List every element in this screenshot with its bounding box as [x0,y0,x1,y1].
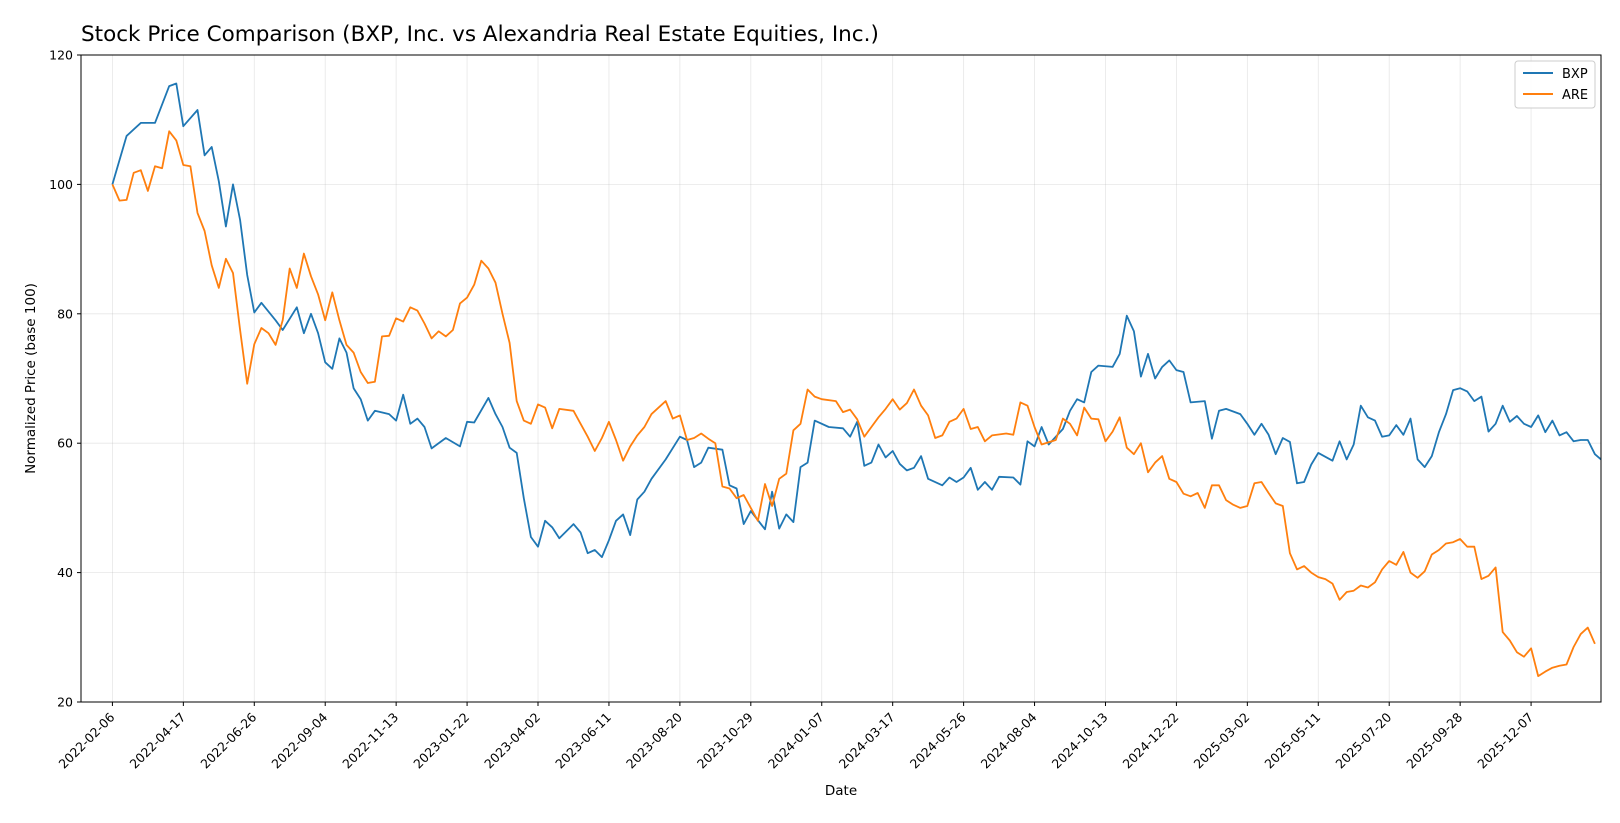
x-tick-label: 2022-04-17 [126,710,188,772]
x-tick-label: 2024-08-04 [978,709,1040,771]
y-tick-label: 80 [57,306,73,321]
legend-label-bxp: BXP [1562,67,1588,82]
y-axis: 20 40 60 80 100 120 [49,48,81,710]
x-tick-label: 2022-11-13 [339,710,401,772]
x-tick-label: 2022-09-04 [268,709,330,771]
y-tick-label: 120 [49,48,73,63]
series-lines [111,82,1602,677]
x-tick-label: 2025-03-02 [1190,710,1252,772]
x-tick-label: 2023-04-02 [481,710,543,772]
series-line-are [111,130,1596,677]
x-tick-label: 2025-05-11 [1261,710,1323,772]
y-axis-title: Normalized Price (base 100) [23,283,39,474]
x-tick-label: 2024-12-22 [1120,710,1182,772]
y-tick-label: 100 [49,177,73,192]
grid-lines [81,54,1601,703]
x-tick-label: 2023-08-20 [623,709,685,771]
legend-label-are: ARE [1562,88,1588,103]
x-tick-label: 2023-10-29 [694,709,756,771]
x-axis: 2022-02-06 2022-04-17 2022-06-26 2022-09-04… [56,702,1536,772]
y-tick-label: 60 [57,436,73,451]
x-tick-label: 2022-02-06 [56,709,118,771]
x-tick-label: 2024-05-26 [907,709,969,771]
series-line-bxp [111,82,1602,558]
chart-title: Stock Price Comparison (BXP, Inc. vs Ale… [81,22,879,47]
x-axis-title: Date [825,783,857,799]
x-tick-label: 2024-03-17 [836,710,898,772]
legend: BXP ARE [1514,60,1596,109]
y-tick-label: 40 [57,565,73,580]
x-tick-label: 2025-12-07 [1474,710,1536,772]
x-tick-label: 2022-06-26 [197,709,259,771]
plot-frame [80,54,1602,703]
x-tick-label: 2023-01-22 [410,710,472,772]
y-tick-label: 20 [57,695,73,710]
x-tick-label: 2025-07-20 [1332,709,1394,771]
x-tick-label: 2024-10-13 [1049,710,1111,772]
x-tick-label: 2023-06-11 [552,710,614,772]
x-tick-label: 2025-09-28 [1403,709,1465,771]
x-tick-label: 2024-01-07 [765,710,827,772]
